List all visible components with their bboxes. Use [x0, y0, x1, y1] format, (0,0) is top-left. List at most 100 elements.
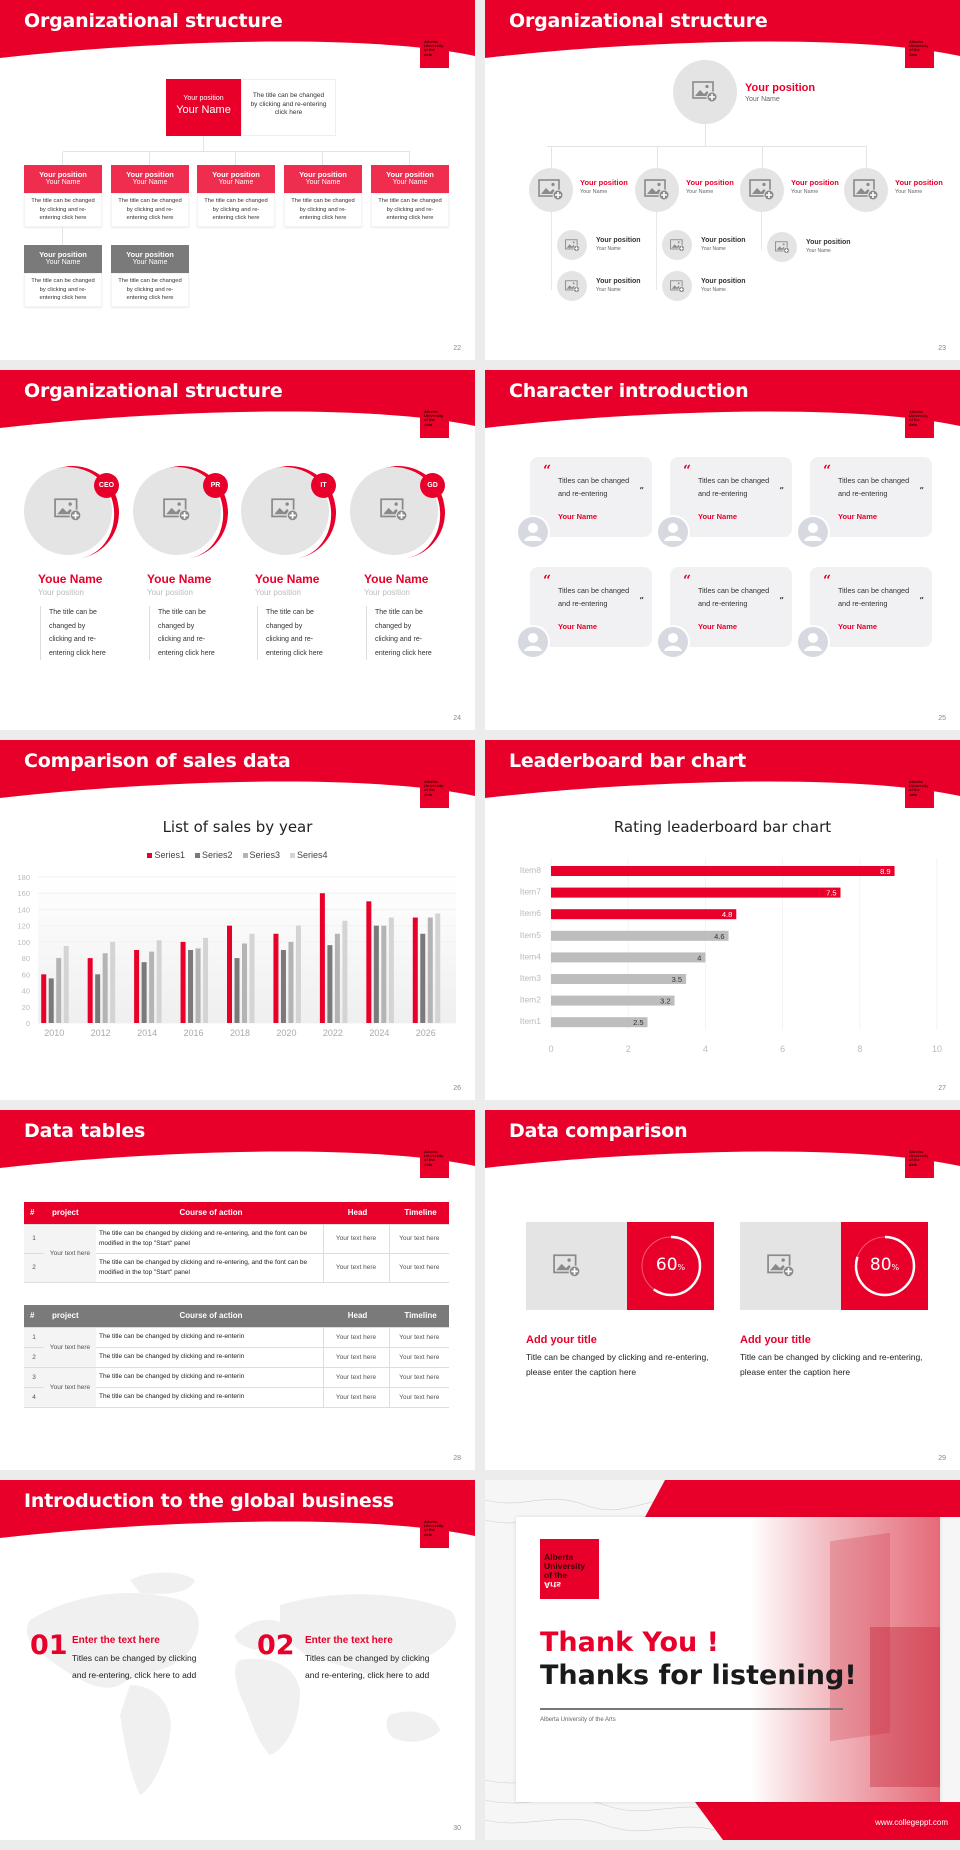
- photo-placeholder[interactable]: [767, 232, 797, 262]
- node-name: Your Name: [176, 104, 231, 116]
- data-table-2: # project Course of action Head Timeline 1 You…: [24, 1305, 449, 1408]
- slide-title: Character introduction: [509, 380, 749, 402]
- org-node-header: Your position Your Name: [197, 165, 275, 193]
- org-node[interactable]: Your position Your Name The title can be c…: [111, 165, 189, 227]
- top-photo-placeholder[interactable]: [673, 60, 737, 124]
- image-placeholder[interactable]: [740, 1222, 841, 1310]
- slide-29[interactable]: Data comparison Alberta University of the A…: [485, 1110, 960, 1470]
- column-header[interactable]: Head: [323, 1305, 389, 1328]
- slide-23[interactable]: Organizational structure Alberta Universi…: [485, 0, 960, 360]
- testimonial-card[interactable]: “ Titles can be changed and re-entering ” Y…: [670, 457, 792, 537]
- profile-card[interactable]: IT: [235, 458, 344, 567]
- svg-text:160: 160: [17, 889, 30, 898]
- table-row[interactable]: 4 The title can be changed by clicking an…: [24, 1387, 449, 1408]
- quote-open-icon: “: [823, 573, 832, 589]
- connector: [551, 212, 552, 290]
- column-header[interactable]: project: [44, 1305, 96, 1328]
- table-row[interactable]: 3 Your text here The title can be changed …: [24, 1367, 449, 1408]
- person-position: Your position: [255, 588, 301, 597]
- column-header[interactable]: project: [44, 1202, 96, 1225]
- website-link[interactable]: www.collegeppt.com: [875, 1818, 948, 1827]
- svg-text:3.2: 3.2: [660, 997, 670, 1006]
- slide-30[interactable]: Introduction to the global business Albe…: [0, 1480, 475, 1840]
- svg-text:2022: 2022: [323, 1028, 343, 1038]
- image-add-icon: [565, 239, 580, 252]
- photo-placeholder[interactable]: [740, 168, 784, 212]
- photo-placeholder[interactable]: [844, 168, 888, 212]
- connector: [409, 152, 410, 165]
- node-position: Your position: [686, 178, 734, 187]
- slide-26[interactable]: Comparison of sales data Alberta Universi…: [0, 740, 475, 1100]
- slide-25[interactable]: Character introduction Alberta University…: [485, 370, 960, 730]
- slide-24[interactable]: Organizational structure Alberta Universi…: [0, 370, 475, 730]
- percent-panel: 60%: [627, 1222, 714, 1310]
- table-row[interactable]: 2 The title can be changed by clicking an…: [24, 1253, 449, 1283]
- testimonial-card[interactable]: “ Titles can be changed and re-entering ” Y…: [530, 457, 652, 537]
- person-icon: [518, 517, 548, 547]
- profile-card[interactable]: CEO: [18, 458, 127, 567]
- svg-text:40: 40: [22, 987, 30, 996]
- person-name: Your Name: [558, 622, 598, 631]
- slide-28[interactable]: Data tables Alberta University of the Arts …: [0, 1110, 475, 1470]
- connector: [656, 212, 657, 290]
- org-node[interactable]: Your position Your Name The title can be c…: [197, 165, 275, 227]
- svg-text:80: 80: [22, 954, 30, 963]
- profile-card[interactable]: GD: [344, 458, 453, 567]
- photo-placeholder[interactable]: [662, 271, 692, 301]
- column-header[interactable]: #: [24, 1202, 44, 1225]
- column-header[interactable]: Course of action: [96, 1305, 323, 1328]
- svg-text:10: 10: [932, 1044, 942, 1054]
- page-number: 23: [938, 345, 946, 352]
- column-header[interactable]: Course of action: [96, 1202, 323, 1225]
- org-top-node[interactable]: Your position Your Name: [166, 79, 241, 136]
- connector: [866, 146, 867, 168]
- avatar: [656, 625, 690, 659]
- svg-text:4.6: 4.6: [714, 932, 724, 941]
- svg-text:2024: 2024: [369, 1028, 389, 1038]
- svg-text:2012: 2012: [91, 1028, 111, 1038]
- slide-thank-you[interactable]: Alberta University of the Arts Thank You…: [485, 1480, 960, 1840]
- photo-placeholder[interactable]: [635, 168, 679, 212]
- top-name: Your Name: [745, 96, 780, 103]
- role-badge: GD: [420, 473, 445, 498]
- photo-placeholder[interactable]: [557, 271, 587, 301]
- profile-card[interactable]: PR: [127, 458, 236, 567]
- testimonial-card[interactable]: “ Titles can be changed and re-entering ” Y…: [530, 567, 652, 647]
- thank-you-heading: Thank You !: [540, 1627, 719, 1658]
- testimonial-card[interactable]: “ Titles can be changed and re-entering ” Y…: [810, 567, 932, 647]
- project-cell: Your text here: [44, 1327, 96, 1368]
- org-node[interactable]: Your position Your Name The title can be c…: [371, 165, 449, 227]
- head-cell: Your text here: [323, 1347, 390, 1368]
- percent-number: 80: [869, 1255, 892, 1275]
- table-row[interactable]: 2 The title can be changed by clicking an…: [24, 1347, 449, 1368]
- testimonial-card[interactable]: “ Titles can be changed and re-entering ” Y…: [810, 457, 932, 537]
- org-node[interactable]: Your position Your Name The title can be c…: [111, 245, 189, 307]
- node-position: Your position: [386, 170, 434, 179]
- column-header[interactable]: Head: [323, 1202, 389, 1225]
- org-node[interactable]: Your position Your Name The title can be c…: [24, 165, 102, 227]
- testimonial-card[interactable]: “ Titles can be changed and re-entering ” Y…: [670, 567, 792, 647]
- slide-22[interactable]: Organizational structure Alberta Universi…: [0, 0, 475, 360]
- node-position: Your position: [126, 170, 174, 179]
- row-number: 1: [24, 1224, 44, 1254]
- quote-text: Titles can be changed and re-entering: [558, 586, 630, 608]
- image-placeholder[interactable]: [526, 1222, 627, 1310]
- org-node[interactable]: Your position Your Name The title can be c…: [284, 165, 362, 227]
- table-row[interactable]: 1 Your text here The title can be changed …: [24, 1224, 449, 1283]
- slide-27[interactable]: Leaderboard bar chart Alberta University o…: [485, 740, 960, 1100]
- table-row[interactable]: 1 Your text here The title can be changed …: [24, 1327, 449, 1368]
- column-header[interactable]: Timeline: [389, 1202, 449, 1225]
- photo-placeholder[interactable]: [662, 230, 692, 260]
- person-name: Youe Name: [364, 572, 429, 586]
- photo-placeholder[interactable]: [557, 230, 587, 260]
- item-heading: Enter the text here: [305, 1635, 393, 1646]
- photo-placeholder[interactable]: [529, 168, 573, 212]
- column-header[interactable]: Timeline: [389, 1305, 449, 1328]
- person-name: Youe Name: [38, 572, 103, 586]
- image-add-icon: [670, 280, 685, 293]
- column-header[interactable]: #: [24, 1305, 44, 1328]
- org-node[interactable]: Your position Your Name The title can be c…: [24, 245, 102, 307]
- percent-unit: %: [891, 1263, 900, 1272]
- action-cell: The title can be changed by clicking and…: [96, 1327, 324, 1348]
- percent-number: 60: [655, 1255, 678, 1275]
